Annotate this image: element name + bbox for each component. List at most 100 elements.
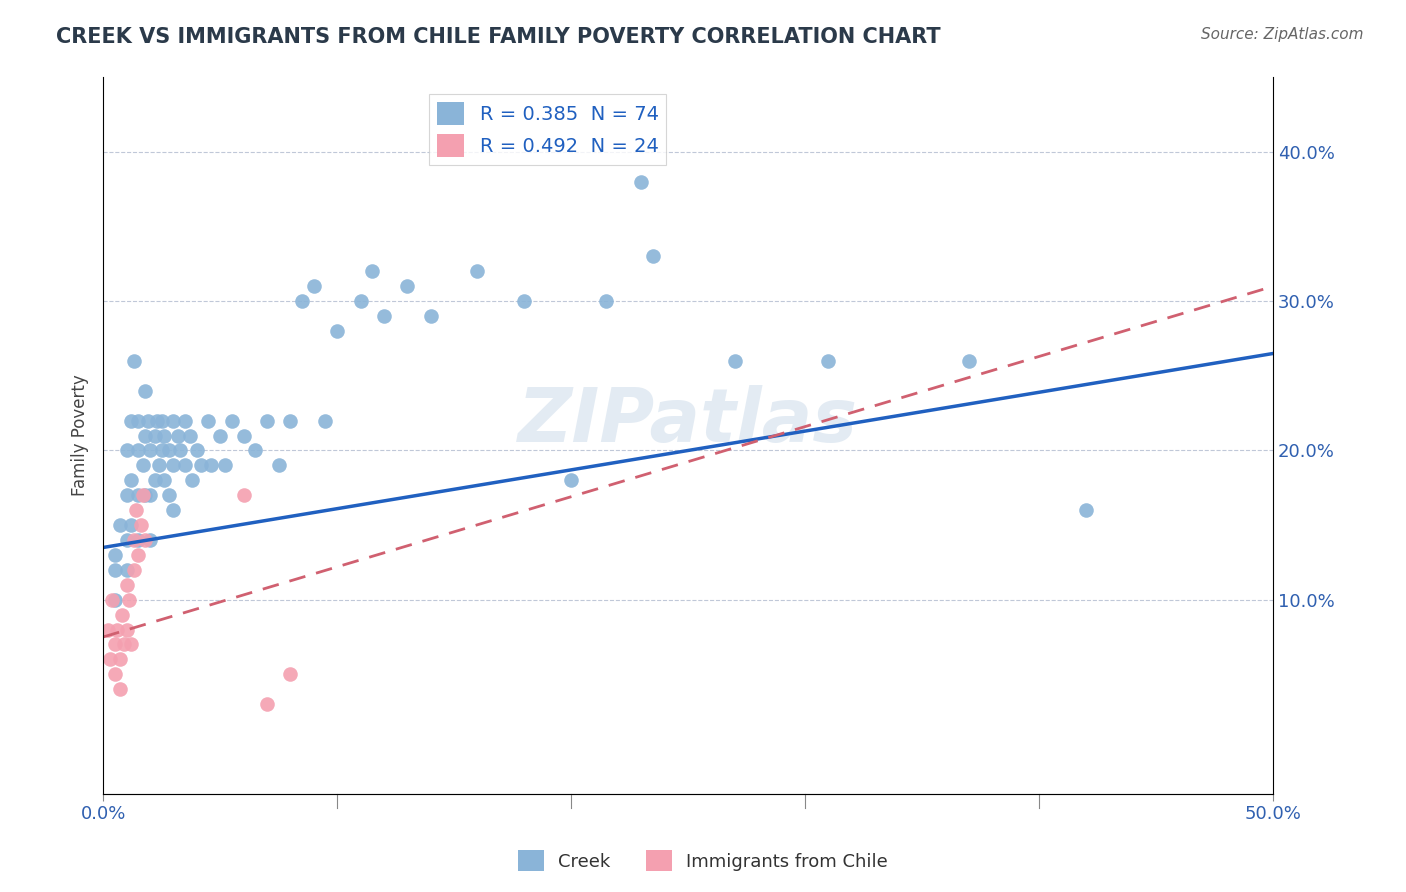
Point: [97, 623, 120, 637]
Text: Source: ZipAtlas.com: Source: ZipAtlas.com: [1201, 27, 1364, 42]
Point: [104, 592, 127, 607]
Point: [104, 667, 127, 681]
Point: [513, 294, 536, 309]
Point: [256, 414, 278, 428]
Point: [630, 175, 652, 189]
Point: [127, 443, 149, 458]
Point: [98, 652, 121, 666]
Point: [148, 458, 170, 473]
Point: [1074, 503, 1097, 517]
Point: [150, 443, 173, 458]
Point: [134, 428, 156, 442]
Point: [139, 488, 162, 502]
Point: [186, 443, 208, 458]
Point: [105, 623, 128, 637]
Point: [162, 503, 184, 517]
Point: [108, 682, 131, 697]
Point: [174, 414, 197, 428]
Point: [120, 518, 142, 533]
Point: [157, 443, 180, 458]
Point: [167, 428, 190, 442]
Point: [111, 607, 134, 622]
Point: [104, 548, 127, 562]
Point: [125, 503, 148, 517]
Point: [115, 443, 138, 458]
Point: [373, 309, 395, 323]
Point: [127, 414, 149, 428]
Point: [127, 488, 149, 502]
Point: [179, 428, 201, 442]
Point: [112, 637, 135, 651]
Point: [143, 473, 166, 487]
Point: [132, 488, 155, 502]
Point: [419, 309, 441, 323]
Point: [129, 518, 152, 533]
Point: [245, 443, 267, 458]
Point: [104, 637, 127, 651]
Point: [115, 623, 138, 637]
Point: [349, 294, 371, 309]
Point: [302, 279, 325, 293]
Point: [143, 428, 166, 442]
Point: [120, 473, 142, 487]
Point: [957, 354, 980, 368]
Point: [108, 652, 131, 666]
Point: [122, 563, 145, 577]
Point: [134, 488, 156, 502]
Point: [162, 458, 184, 473]
Point: [256, 697, 278, 711]
Point: [467, 264, 489, 278]
Point: [221, 414, 243, 428]
Point: [214, 458, 236, 473]
Point: [122, 533, 145, 547]
Legend: Creek, Immigrants from Chile: Creek, Immigrants from Chile: [510, 843, 896, 879]
Point: [139, 443, 162, 458]
Point: [396, 279, 419, 293]
Point: [127, 548, 149, 562]
Point: [150, 414, 173, 428]
Point: [181, 473, 204, 487]
Point: [560, 473, 582, 487]
Point: [190, 458, 212, 473]
Point: [134, 533, 156, 547]
Point: [326, 324, 349, 338]
Y-axis label: Family Poverty: Family Poverty: [72, 375, 89, 497]
Point: [209, 428, 232, 442]
Point: [232, 488, 254, 502]
Point: [134, 384, 156, 398]
Point: [641, 250, 664, 264]
Point: [127, 533, 149, 547]
Point: [169, 443, 191, 458]
Point: [132, 458, 155, 473]
Point: [115, 533, 138, 547]
Point: [267, 458, 290, 473]
Point: [278, 414, 301, 428]
Point: [136, 414, 159, 428]
Point: [101, 592, 124, 607]
Point: [278, 667, 301, 681]
Point: [153, 428, 176, 442]
Point: [120, 637, 142, 651]
Point: [174, 458, 197, 473]
Point: [200, 458, 222, 473]
Point: [291, 294, 314, 309]
Point: [108, 518, 131, 533]
Text: CREEK VS IMMIGRANTS FROM CHILE FAMILY POVERTY CORRELATION CHART: CREEK VS IMMIGRANTS FROM CHILE FAMILY PO…: [56, 27, 941, 46]
Point: [115, 563, 138, 577]
Point: [595, 294, 617, 309]
Point: [314, 414, 336, 428]
Legend: R = 0.385  N = 74, R = 0.492  N = 24: R = 0.385 N = 74, R = 0.492 N = 24: [429, 95, 666, 164]
Point: [197, 414, 219, 428]
Point: [115, 488, 138, 502]
Text: ZIPatlas: ZIPatlas: [517, 384, 858, 458]
Point: [115, 578, 138, 592]
Point: [157, 488, 180, 502]
Point: [724, 354, 747, 368]
Point: [817, 354, 839, 368]
Point: [120, 414, 142, 428]
Point: [153, 473, 176, 487]
Point: [146, 414, 169, 428]
Point: [139, 533, 162, 547]
Point: [104, 563, 127, 577]
Point: [361, 264, 384, 278]
